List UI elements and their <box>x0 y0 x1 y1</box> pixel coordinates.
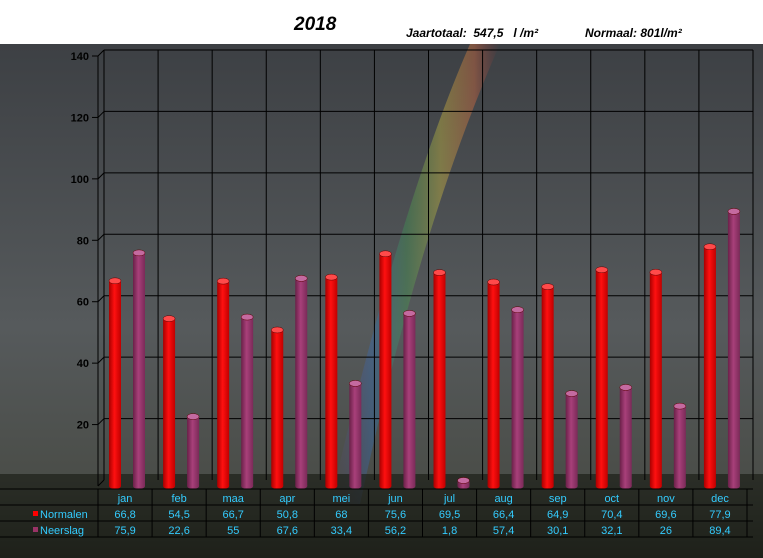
bar-normalen <box>108 277 122 489</box>
data-label: 50,8 <box>277 509 298 521</box>
bar-normalen <box>162 315 176 489</box>
annual-total: Jaartotaal: 547,5 l /m² <box>406 26 539 40</box>
bar-neerslag <box>240 313 254 489</box>
annual-normal: Normaal: 801l/m² <box>585 26 682 40</box>
x-tick-label: sep <box>549 493 567 505</box>
x-tick-label: mei <box>333 493 351 505</box>
y-tick-label: 140 <box>71 51 89 63</box>
bar-normalen <box>379 250 392 489</box>
bar-normalen <box>433 269 446 489</box>
bar-normalen <box>595 266 608 489</box>
bar-neerslag <box>186 413 200 489</box>
x-tick-label: oct <box>604 493 619 505</box>
bar-neerslag <box>511 306 524 489</box>
bar-neerslag <box>457 477 470 489</box>
bar-neerslag <box>132 249 146 489</box>
legend-swatch <box>33 527 38 532</box>
data-label: 68 <box>335 509 347 521</box>
data-label: 69,6 <box>655 509 676 521</box>
x-tick-label: jan <box>117 493 133 505</box>
x-tick-label: maa <box>223 493 245 505</box>
legend-series-name: Neerslag <box>40 525 84 537</box>
x-tick-label: jul <box>443 493 455 505</box>
data-label: 32,1 <box>601 525 622 537</box>
data-label: 70,4 <box>601 509 622 521</box>
data-label: 56,2 <box>385 525 406 537</box>
data-label: 64,9 <box>547 509 568 521</box>
bar-normalen <box>541 283 554 489</box>
data-label: 26 <box>660 525 672 537</box>
bar-normalen <box>487 278 500 489</box>
data-label: 66,8 <box>114 509 135 521</box>
bar-neerslag <box>403 310 416 489</box>
y-tick-label: 120 <box>71 112 89 124</box>
bar-normalen <box>325 273 338 489</box>
bar-neerslag <box>727 208 741 489</box>
data-label: 75,6 <box>385 509 406 521</box>
x-tick-label: nov <box>657 493 675 505</box>
x-tick-label: apr <box>279 493 295 505</box>
data-label: 66,4 <box>493 509 514 521</box>
data-label: 30,1 <box>547 525 568 537</box>
data-label: 54,5 <box>168 509 189 521</box>
x-tick-label: dec <box>711 493 729 505</box>
bar-neerslag <box>565 390 578 489</box>
y-tick-label: 40 <box>77 358 89 370</box>
bar-neerslag <box>295 275 308 489</box>
data-label: 69,5 <box>439 509 460 521</box>
bar-normalen <box>703 243 717 489</box>
rainfall-chart: 20 40 60 80 100 120 140 jan feb maa apr mei jun jul a… <box>0 44 763 558</box>
data-label: 33,4 <box>331 525 352 537</box>
y-tick-label: 100 <box>71 174 89 186</box>
x-tick-label: aug <box>494 493 512 505</box>
legend-swatch <box>33 511 38 516</box>
x-tick-label: jun <box>387 493 403 505</box>
y-tick-label: 60 <box>77 297 89 309</box>
bar-neerslag <box>673 402 687 489</box>
data-label: 1,8 <box>442 525 457 537</box>
bar-normalen <box>216 277 230 489</box>
chart-header: 2018 Jaartotaal: 547,5 l /m² Normaal: 80… <box>0 0 763 44</box>
bar-normalen <box>649 268 663 489</box>
data-label: 57,4 <box>493 525 514 537</box>
bar-neerslag <box>619 384 632 489</box>
data-label: 55 <box>227 525 239 537</box>
y-tick-label: 80 <box>77 235 89 247</box>
y-tick-label: 20 <box>77 420 89 432</box>
bar-normalen <box>271 326 284 489</box>
data-label: 66,7 <box>222 509 243 521</box>
data-label: 67,6 <box>277 525 298 537</box>
data-label: 89,4 <box>709 525 730 537</box>
chart-title: 2018 <box>294 14 337 35</box>
data-label: 75,9 <box>114 525 135 537</box>
x-tick-label: feb <box>171 493 186 505</box>
data-label: 22,6 <box>168 525 189 537</box>
rainbow-decoration <box>330 44 500 504</box>
legend-series-name: Normalen <box>40 509 88 521</box>
bar-neerslag <box>349 380 362 489</box>
data-label: 77,9 <box>709 509 730 521</box>
